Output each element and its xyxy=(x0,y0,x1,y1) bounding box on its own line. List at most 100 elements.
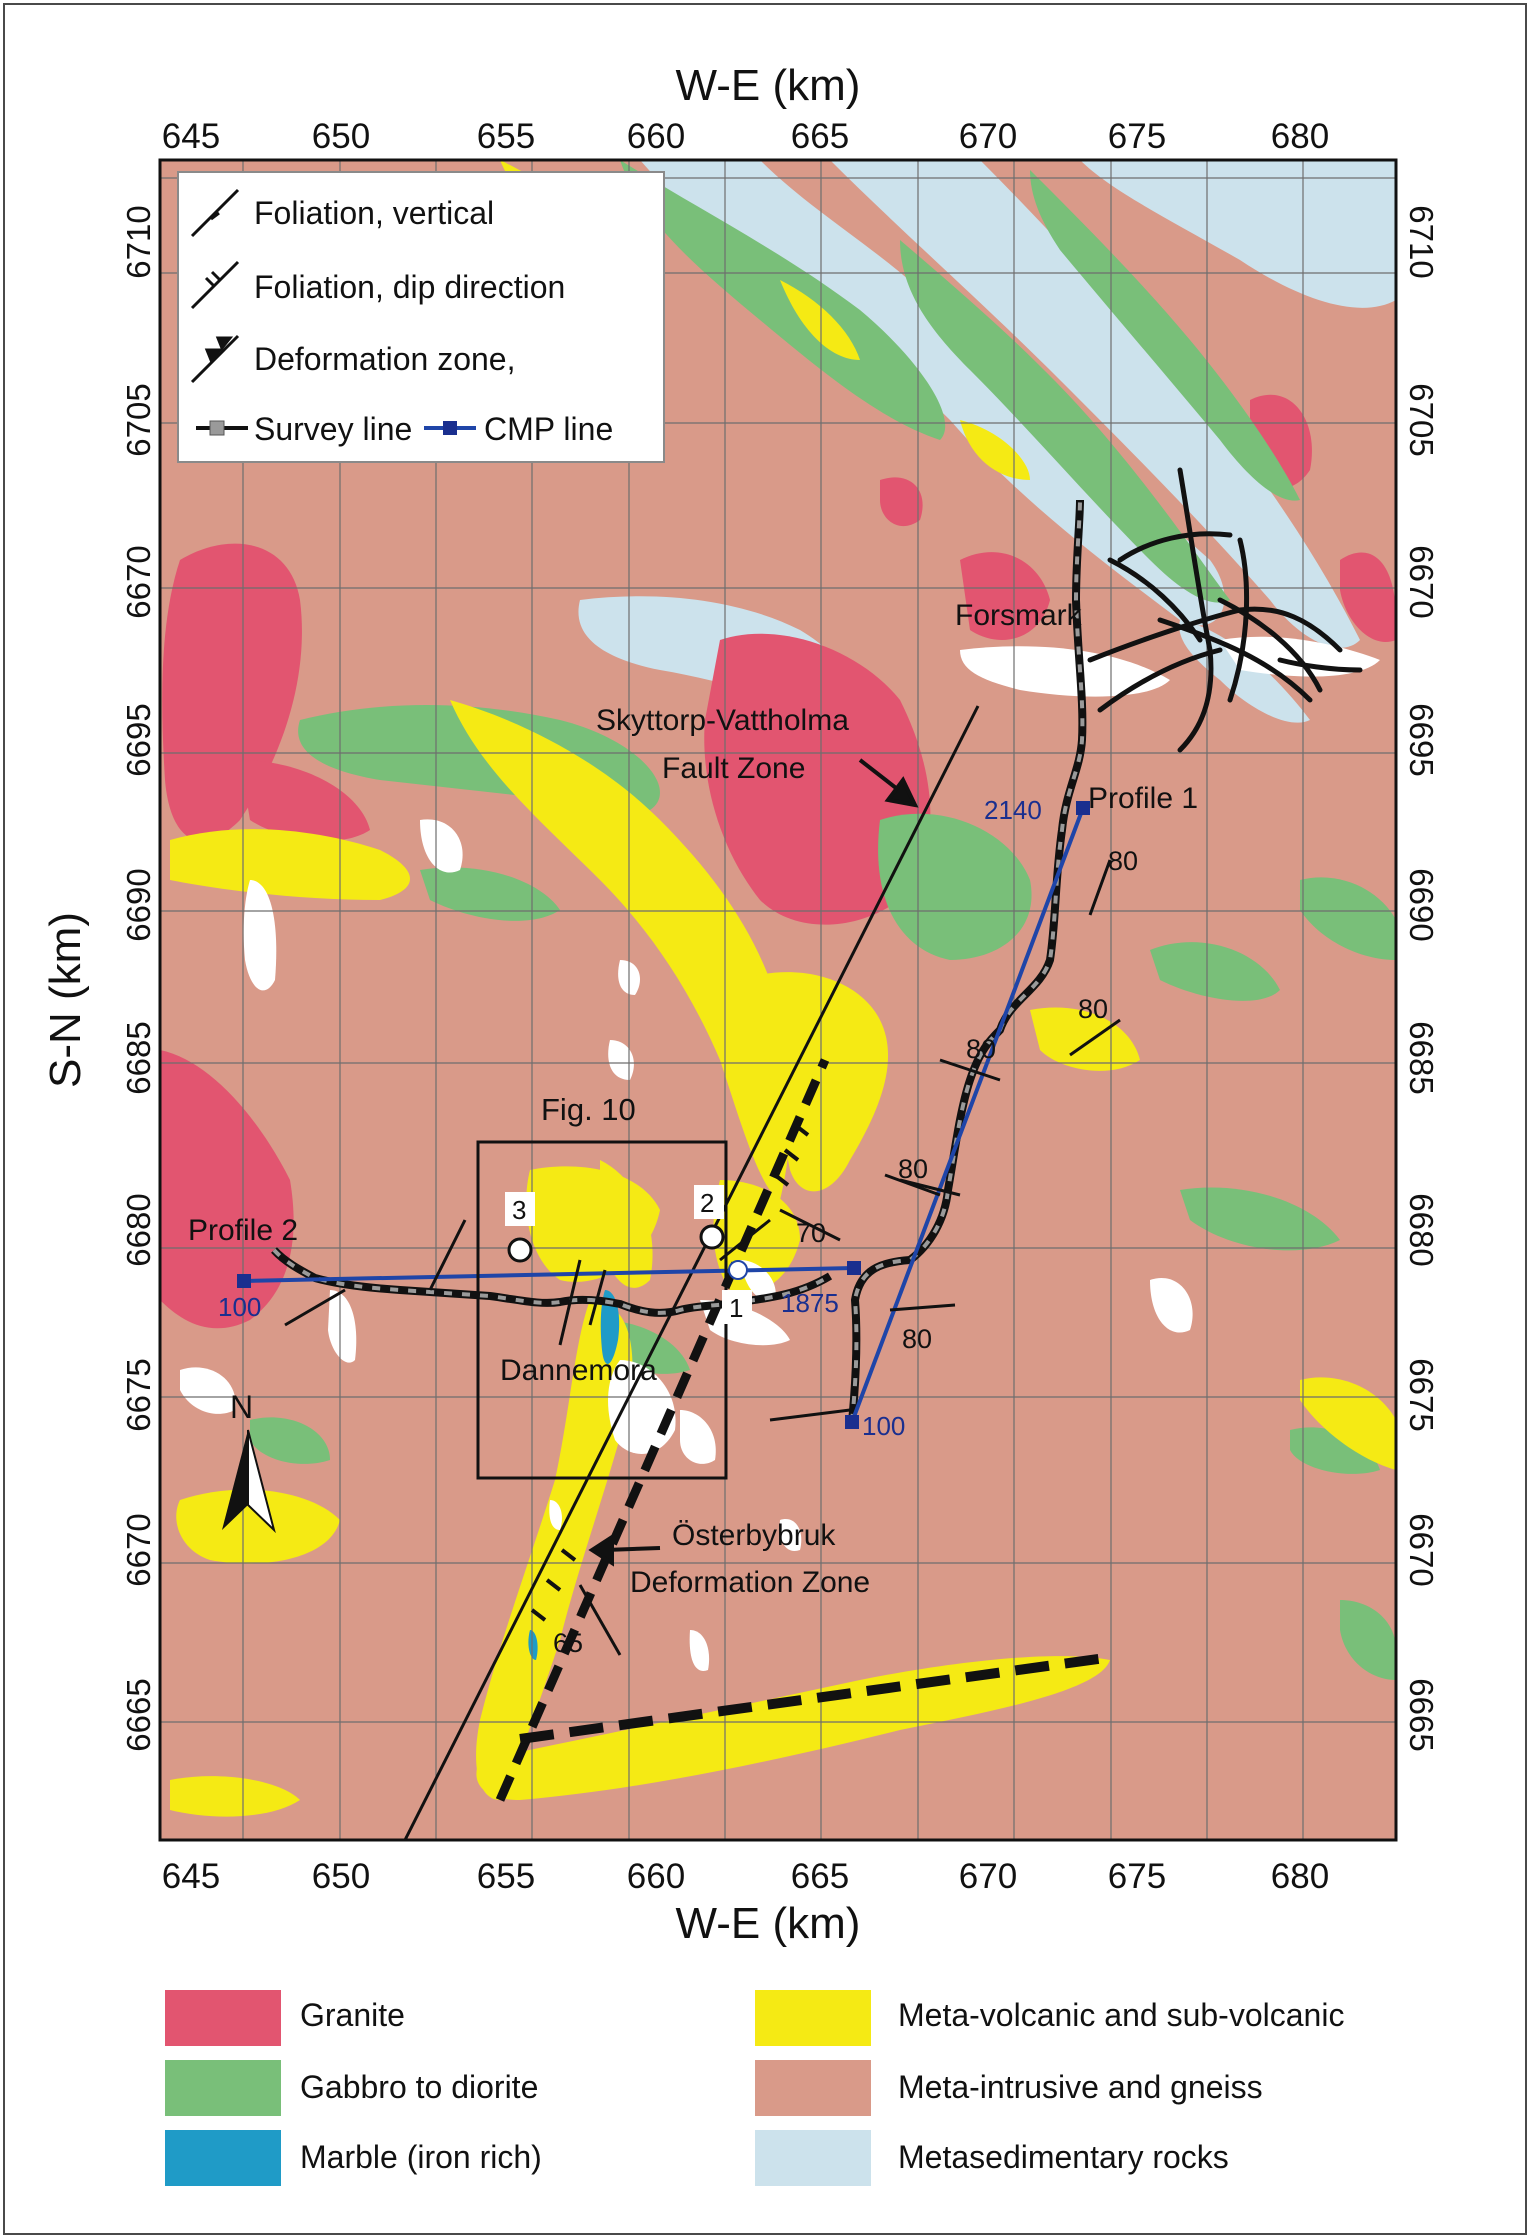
x-tick-label-bottom: 645 xyxy=(162,1857,220,1896)
y-tick-label-right: 6690 xyxy=(1403,868,1440,941)
gabbro-swatch xyxy=(165,2060,281,2116)
x-tick-label-bottom: 680 xyxy=(1271,1857,1329,1896)
label-osterbybruk-1: Österbybruk xyxy=(672,1519,836,1552)
x-tick-label-top: 670 xyxy=(959,117,1017,156)
label-osterbybruk-2: Deformation Zone xyxy=(630,1566,870,1599)
y-tick-label-right: 6710 xyxy=(1403,205,1440,278)
y-tick-label-left: 6695 xyxy=(120,703,157,776)
y-tick-label-left: 6670 xyxy=(120,1513,157,1586)
label-dip-80-c: 80 xyxy=(966,1034,996,1064)
granite-swatch xyxy=(165,1990,281,2046)
figure-frame xyxy=(3,3,1527,2235)
label-cmp-100-east: 100 xyxy=(862,1411,905,1441)
site-1-marker xyxy=(728,1260,748,1280)
foliation-vertical-icon xyxy=(190,188,240,238)
legend-survey-line: Survey line xyxy=(254,411,412,447)
survey-line-icon xyxy=(196,420,248,436)
label-site-3: 3 xyxy=(512,1195,526,1225)
legend-label-meta-intrusive: Meta-intrusive and gneiss xyxy=(898,2069,1263,2105)
label-skyttorp-1: Skyttorp-Vattholma xyxy=(596,704,849,737)
symbols-legend-box xyxy=(177,171,665,463)
label-dip-80-d: 80 xyxy=(898,1154,928,1184)
site-2-box xyxy=(694,1185,724,1219)
label-cmp-1875: 1875 xyxy=(781,1288,839,1318)
label-dip-80-a: 80 xyxy=(1108,846,1138,876)
legend-label-meta-volcanic: Meta-volcanic and sub-volcanic xyxy=(898,1997,1344,2033)
x-tick-label-bottom: 675 xyxy=(1108,1857,1166,1896)
x-axis-title-bottom: W-E (km) xyxy=(676,1899,861,1948)
site-1-box xyxy=(722,1290,752,1324)
label-forsmark: Forsmark xyxy=(955,599,1083,632)
y-tick-label-right: 6665 xyxy=(1403,1678,1440,1751)
y-tick-label-left: 6690 xyxy=(120,868,157,941)
label-site-1: 1 xyxy=(729,1293,743,1323)
x-ticks-bottom: 645 650 655 660 665 670 675 680 xyxy=(162,1857,1329,1896)
legend-label-gabbro: Gabbro to diorite xyxy=(300,2069,538,2105)
map-border xyxy=(158,158,1398,1842)
y-tick-label-left: 6675 xyxy=(120,1358,157,1431)
foliation-dip-icon xyxy=(190,260,240,310)
meta-volcanic-units xyxy=(170,160,1396,1817)
legend-cmp-line: CMP line xyxy=(484,411,613,447)
y-tick-label-right: 6680 xyxy=(1403,1193,1440,1266)
y-ticks-right: 6710 6705 6670 6695 6690 6685 6680 6675 6670 6665 xyxy=(1403,205,1440,1751)
marble-swatch xyxy=(165,2130,281,2186)
foliation-symbols xyxy=(284,859,1121,1656)
gabbro-diorite-units xyxy=(250,160,1396,1680)
label-dip-70: 70 xyxy=(796,1218,826,1248)
cmp-endpoint xyxy=(845,1415,859,1429)
label-skyttorp-2: Fault Zone xyxy=(662,752,805,785)
cmp-endpoint xyxy=(1076,801,1090,815)
x-tick-label-bottom: 665 xyxy=(791,1857,849,1896)
y-axis-title: S-N (km) xyxy=(41,912,90,1088)
x-tick-label-bottom: 650 xyxy=(312,1857,370,1896)
label-dip-80-e: 80 xyxy=(902,1324,932,1354)
label-site-2: 2 xyxy=(700,1188,714,1218)
legend-label-metasedimentary: Metasedimentary rocks xyxy=(898,2139,1229,2175)
x-ticks-top: 645 650 655 660 665 670 675 680 xyxy=(162,117,1329,156)
y-tick-label-left: 6680 xyxy=(120,1193,157,1266)
meta-volcanic-swatch xyxy=(755,1990,871,2046)
site-3-box xyxy=(505,1192,535,1226)
label-cmp-2140: 2140 xyxy=(984,795,1042,825)
label-dip-65: 65 xyxy=(553,1628,583,1658)
site-2-marker xyxy=(699,1224,725,1250)
y-tick-label-left: 6710 xyxy=(120,205,157,278)
x-tick-label-bottom: 655 xyxy=(477,1857,535,1896)
y-tick-label-left: 6665 xyxy=(120,1678,157,1751)
legend-item-meta-intrusive: Meta-intrusive and gneiss xyxy=(755,2060,1263,2116)
x-tick-label-top: 650 xyxy=(312,117,370,156)
y-tick-label-right: 6685 xyxy=(1403,1021,1440,1094)
marble-units xyxy=(528,1290,620,1660)
label-profile-1: Profile 1 xyxy=(1088,782,1198,815)
label-fig10: Fig. 10 xyxy=(541,1092,636,1127)
deformation-zone-icon xyxy=(190,334,240,384)
cmp-line-icon xyxy=(424,421,476,435)
deformation-zone-ticks xyxy=(530,1123,810,1622)
x-tick-label-top: 680 xyxy=(1271,117,1329,156)
label-dip-80-b: 80 xyxy=(1078,994,1108,1024)
rock-type-legend: Granite Gabbro to diorite Marble (iron r… xyxy=(165,1990,1344,2186)
legend-item-marble: Marble (iron rich) xyxy=(165,2130,542,2186)
y-tick-label-right: 6670 xyxy=(1403,545,1440,618)
legend-item-granite: Granite xyxy=(165,1990,405,2046)
y-tick-label-left: 6705 xyxy=(120,383,157,456)
map-area: Forsmark Skyttorp-Vattholma Fault Zone P… xyxy=(160,160,1396,1840)
cmp-endpoint xyxy=(237,1274,251,1288)
granite-units xyxy=(160,394,1396,1329)
y-tick-label-right: 6670 xyxy=(1403,1513,1440,1586)
north-arrow-icon xyxy=(222,1429,276,1534)
y-tick-label-left: 6670 xyxy=(120,545,157,618)
legend-deformation-zone: Deformation zone, xyxy=(254,341,515,377)
forsmark-structures xyxy=(1087,467,1363,753)
label-dannemora: Dannemora xyxy=(500,1354,657,1387)
x-tick-label-bottom: 660 xyxy=(627,1857,685,1896)
cmp-line-profile2 xyxy=(243,1266,855,1283)
label-cmp-100-west: 100 xyxy=(218,1292,261,1322)
y-tick-label-right: 6675 xyxy=(1403,1358,1440,1431)
legend-label-granite: Granite xyxy=(300,1997,405,2033)
metasedimentary-swatch xyxy=(755,2130,871,2186)
y-tick-label-left: 6685 xyxy=(120,1021,157,1094)
legend-label-marble: Marble (iron rich) xyxy=(300,2139,542,2175)
